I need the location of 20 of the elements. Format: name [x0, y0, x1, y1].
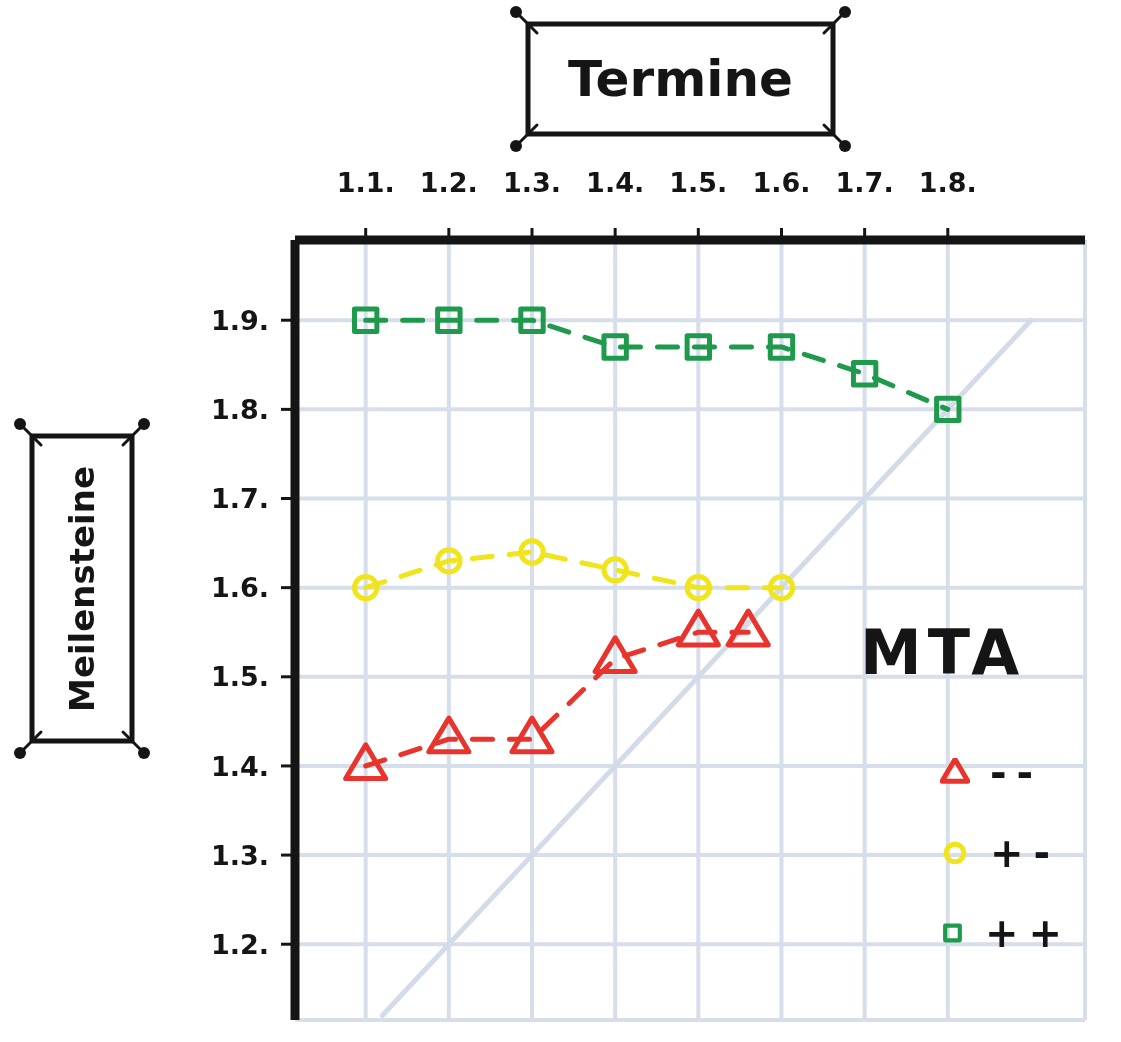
y-tick-label: 1.9. — [210, 304, 269, 336]
x-tick-label: 1.4. — [586, 167, 645, 198]
y-tick-label: 1.8. — [210, 393, 269, 425]
legend-title: MTA — [860, 616, 1026, 689]
y-tick-label: 1.3. — [210, 839, 269, 871]
legend-label: -- — [990, 750, 1044, 796]
y-tick-label: 1.7. — [210, 483, 269, 515]
legend-label: +- — [990, 830, 1061, 876]
x-tick-label: 1.2. — [419, 167, 478, 198]
y-tick-label: 1.2. — [210, 928, 269, 960]
x-tick-label: 1.6. — [752, 167, 811, 198]
x-tick-label: 1.1. — [336, 167, 395, 198]
x-tick-label: 1.8. — [918, 167, 977, 198]
y-tick-label: 1.6. — [210, 572, 269, 604]
y-tick-label: 1.4. — [210, 750, 269, 782]
y-tick-label: 1.5. — [210, 661, 269, 693]
legend-label: ++ — [984, 910, 1072, 956]
x-tick-label: 1.7. — [835, 167, 894, 198]
x-tick-label: 1.3. — [502, 167, 562, 198]
x-tick-label: 1.5. — [669, 167, 728, 198]
